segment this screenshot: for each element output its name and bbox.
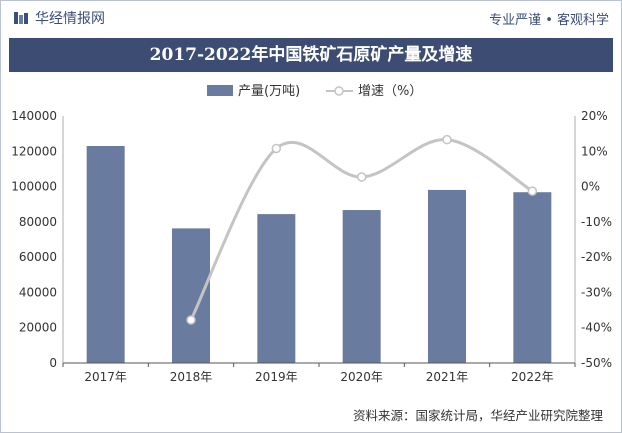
y-left-tick-label-4: 80000: [19, 215, 57, 229]
growth-line: [189, 138, 534, 321]
slogan: 专业严谨 • 客观科学: [489, 13, 609, 28]
legend-line-marker: [334, 86, 344, 96]
growth-point-2: [271, 143, 282, 154]
growth-point-4: [442, 134, 452, 145]
y-right-tick-label-0: -50%: [581, 356, 612, 370]
bar-3: [342, 210, 381, 363]
bar-5: [513, 192, 552, 363]
y-left-tick-label-7: 140000: [11, 109, 57, 123]
x-tick-label-2: 2019年: [255, 370, 298, 384]
chart-title: 2017-2022年中国铁矿石原矿产量及增速: [149, 45, 473, 65]
line-group: [186, 134, 538, 325]
x-tick-label-3: 2020年: [340, 370, 383, 384]
y-left-tick-label-0: 0: [49, 356, 57, 370]
y-left-tick-label-1: 20000: [19, 321, 57, 335]
y-right-tick-label-2: -30%: [581, 285, 612, 299]
top-bar: 华经情报网 专业严谨 • 客观科学: [1, 1, 621, 33]
logo-icon: [14, 12, 28, 24]
y-right-tick-label-6: 10%: [581, 144, 608, 158]
bar-1: [172, 228, 210, 363]
ticks-group: 2017年 2018年 2019年 2020年 2021年 2022年 0 20000 4000…: [11, 109, 612, 384]
bar-2: [257, 214, 296, 363]
brand: 华经情报网: [13, 8, 105, 28]
bar-0: [86, 145, 125, 363]
legend-bar-label: 产量(万吨): [238, 84, 300, 99]
y-left-tick-label-5: 100000: [11, 180, 57, 194]
growth-point-3: [356, 172, 367, 182]
y-left-tick-label-2: 40000: [19, 285, 57, 299]
x-tick-label-5: 2022年: [511, 370, 554, 384]
growth-point-1: [186, 315, 196, 325]
y-left-tick-label-3: 60000: [19, 250, 57, 264]
legend-bar-swatch: [207, 85, 233, 96]
y-right-tick-label-7: 20%: [581, 109, 608, 123]
y-right-tick-label-5: 0%: [581, 180, 600, 194]
x-tick-label-4: 2021年: [426, 370, 469, 384]
legend[interactable]: 产量(万吨) 增速（%）: [207, 84, 422, 99]
legend-line-label: 增速（%）: [358, 84, 422, 99]
y-right-tick-label-1: -40%: [581, 321, 612, 335]
title-bar: 2017-2022年中国铁矿石原矿产量及增速: [9, 38, 613, 72]
y-right-tick-label-3: -20%: [581, 250, 612, 264]
bar-4: [428, 189, 466, 363]
growth-point-5: [527, 186, 538, 196]
brand-name: 华经情报网: [35, 11, 105, 27]
y-right-tick-label-4: -10%: [581, 215, 612, 229]
source-note: 资料来源：国家统计局，华经产业研究院整理: [352, 408, 603, 423]
x-tick-label-0: 2017年: [84, 370, 127, 384]
bars-group: [86, 145, 552, 363]
x-tick-label-1: 2018年: [170, 370, 213, 384]
y-left-tick-label-6: 120000: [11, 144, 57, 158]
